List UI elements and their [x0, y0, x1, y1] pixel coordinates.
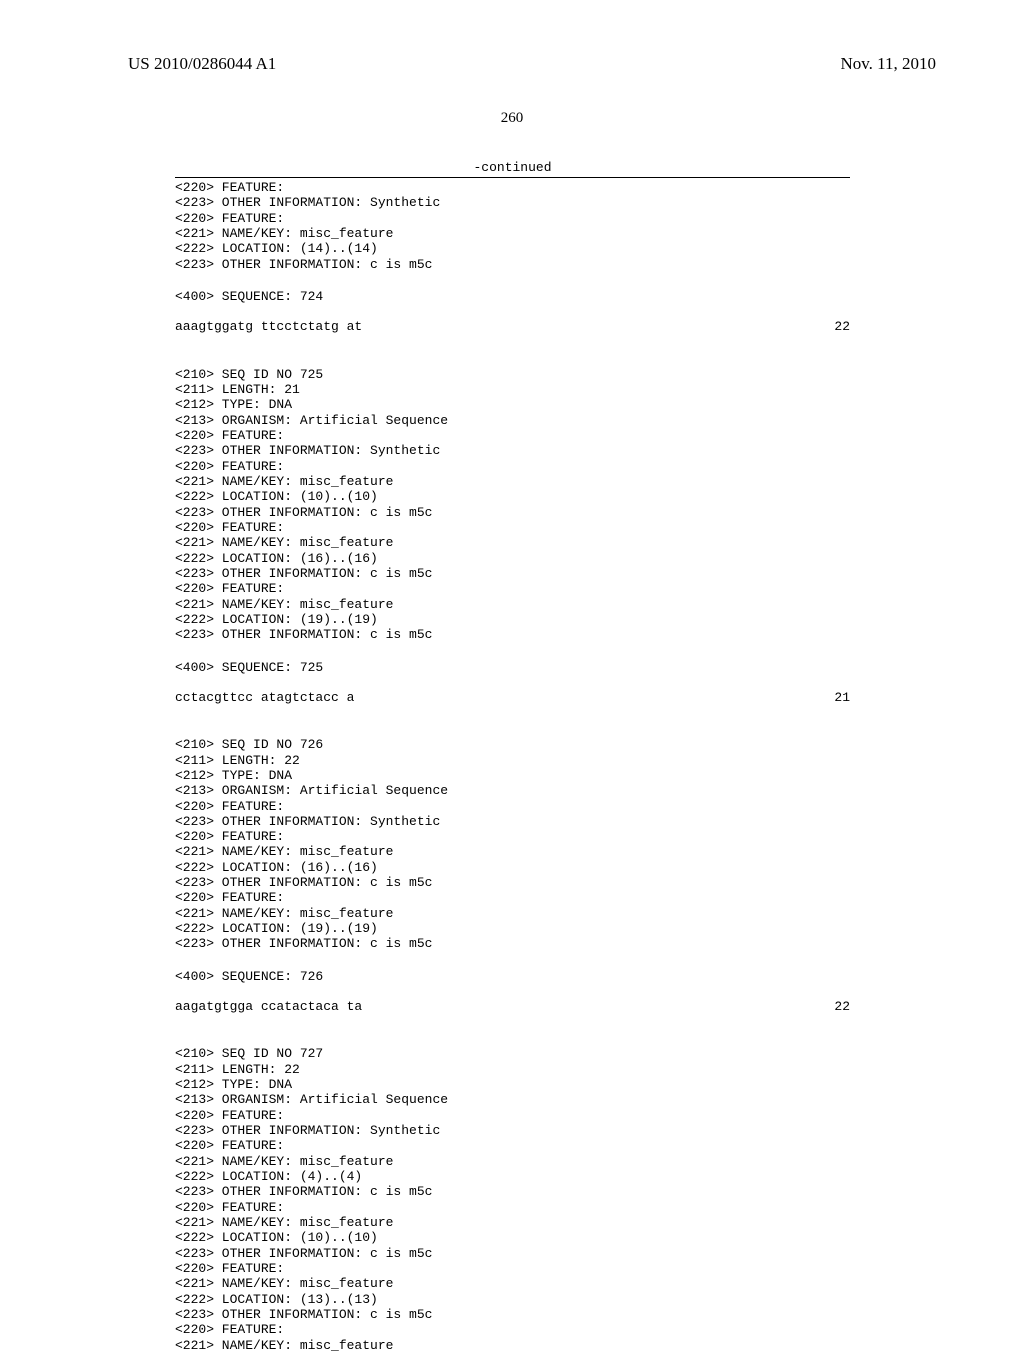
sequence-text: aagatgtgga ccatactaca ta [175, 999, 362, 1014]
page-header: US 2010/0286044 A1 Nov. 11, 2010 [0, 54, 1024, 74]
sequence-text: cctacgttcc atagtctacc a [175, 690, 354, 705]
sequence-length: 22 [834, 319, 850, 334]
horizontal-rule [175, 177, 850, 178]
sequence-label: <400> SEQUENCE: 725 [175, 660, 850, 675]
sequence-label: <400> SEQUENCE: 726 [175, 969, 850, 984]
sequence-line: aagatgtgga ccatactaca ta 22 [175, 999, 850, 1014]
publication-date: Nov. 11, 2010 [840, 54, 936, 74]
feature-block: <210> SEQ ID NO 725 <211> LENGTH: 21 <21… [175, 367, 850, 643]
sequence-length: 22 [834, 999, 850, 1014]
feature-block: <220> FEATURE: <223> OTHER INFORMATION: … [175, 180, 850, 272]
feature-block: <210> SEQ ID NO 726 <211> LENGTH: 22 <21… [175, 737, 850, 952]
continued-label: -continued [175, 160, 850, 175]
sequence-line: cctacgttcc atagtctacc a 21 [175, 690, 850, 705]
sequence-line: aaagtggatg ttcctctatg at 22 [175, 319, 850, 334]
sequence-text: aaagtggatg ttcctctatg at [175, 319, 362, 334]
sequence-listing: -continued <220> FEATURE: <223> OTHER IN… [175, 160, 850, 1353]
sequence-length: 21 [834, 690, 850, 705]
feature-block: <210> SEQ ID NO 727 <211> LENGTH: 22 <21… [175, 1046, 850, 1353]
sequence-label: <400> SEQUENCE: 724 [175, 289, 850, 304]
page-number: 260 [0, 110, 1024, 127]
publication-number: US 2010/0286044 A1 [128, 54, 276, 74]
